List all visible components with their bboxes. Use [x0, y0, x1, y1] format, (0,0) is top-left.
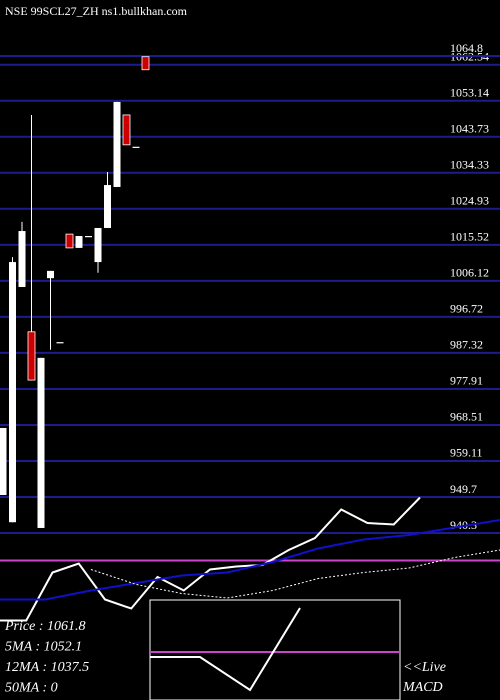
candle-body — [27, 331, 36, 381]
candle-body — [65, 233, 74, 249]
macd-panel — [150, 607, 400, 692]
indicator-line — [90, 549, 500, 599]
candle-body — [141, 56, 150, 71]
y-tick-label: 1015.52 — [450, 230, 489, 244]
candle-body — [56, 342, 64, 344]
y-tick-label: 1053.14 — [450, 85, 489, 99]
candles — [0, 56, 150, 528]
macd-label: <<Live — [403, 660, 446, 675]
candle-body — [9, 262, 16, 523]
legend: Price : 1061.8 5MA : 1052.1 12MA : 1037.5 5… — [4, 619, 89, 696]
y-tick-label: 1024.93 — [450, 194, 489, 208]
y-tick-label: 1043.73 — [450, 122, 489, 136]
candle-body — [75, 236, 83, 248]
candle-body — [85, 236, 92, 238]
macd-label: MACD — [402, 680, 443, 695]
candle-body — [113, 101, 121, 187]
candle-body — [132, 146, 140, 148]
y-tick-label: 987.32 — [450, 338, 483, 352]
legend-item: 5MA : 1052.1 — [5, 640, 82, 655]
legend-item: 50MA : 0 — [5, 681, 58, 696]
indicator-line — [0, 519, 500, 601]
indicator-line — [150, 607, 301, 692]
y-tick-label: 940.3 — [450, 518, 477, 532]
candle-body — [47, 270, 54, 279]
legend-item: Price : 1061.8 — [4, 619, 85, 634]
candle-body — [18, 231, 26, 287]
candle-body — [104, 185, 111, 228]
candle-body — [122, 114, 131, 146]
y-tick-label: 996.72 — [450, 302, 483, 316]
candle-body — [37, 357, 45, 528]
candle-body — [0, 427, 7, 496]
candle-body — [94, 227, 102, 263]
y-tick-label: 1006.12 — [450, 266, 489, 280]
y-tick-label: 959.11 — [450, 446, 483, 460]
y-tick-label: 968.51 — [450, 410, 483, 424]
indicator-line — [0, 496, 421, 622]
header: NSE 99SCL27_ZH ns1.bullkhan.com — [5, 4, 188, 18]
y-tick-label: 977.91 — [450, 374, 483, 388]
grid: 940.3 949.7 959.11 968.51 977.91 987.32 996.72… — [0, 41, 500, 535]
y-tick-label: 949.7 — [450, 482, 477, 496]
y-tick-label: 1034.33 — [450, 158, 489, 172]
indicator-panel — [0, 496, 500, 622]
legend-item: 12MA : 1037.5 — [5, 660, 89, 675]
y-tick-label: 1064.8 — [450, 41, 483, 55]
